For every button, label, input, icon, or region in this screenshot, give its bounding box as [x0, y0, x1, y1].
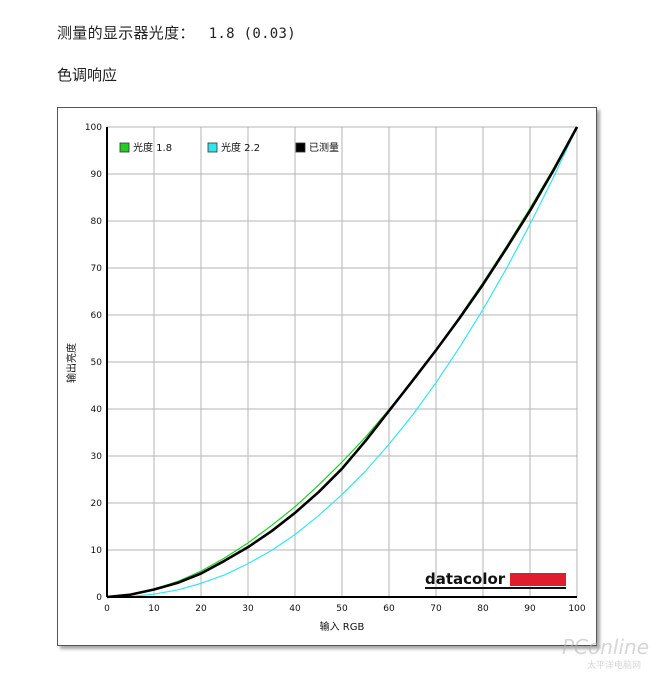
y-tick-label-1: 10: [91, 546, 103, 556]
y-tick-label-6: 60: [91, 311, 103, 321]
y-tick-label-4: 40: [91, 405, 103, 415]
measured-gamma-line: 测量的显示器光度： 1.8 (0.03): [57, 22, 296, 43]
tone-response-chart-frame: 0 10 20 30 40 50 60 70 80 90 100 0 10 20 30 40 50 60 70 80…: [57, 107, 597, 646]
legend-swatch-3: [295, 142, 306, 153]
watermark-sub: 太平洋电脑网: [586, 661, 641, 671]
datacolor-logo-bar: [510, 573, 566, 586]
y-tick-label-2: 20: [91, 499, 103, 509]
chart-series: [106, 126, 579, 599]
x-tick-label-5: 50: [336, 604, 348, 614]
x-tick-label-8: 80: [477, 604, 489, 614]
legend-label-3: 已测量: [309, 141, 339, 154]
series-line-3: [106, 126, 579, 599]
x-tick-label-1: 10: [148, 604, 160, 614]
y-tick-label-7: 70: [91, 264, 103, 274]
legend-swatch-1: [119, 142, 130, 153]
legend-label-2: 光度 2.2: [221, 141, 260, 154]
datacolor-logo-text: datacolor: [425, 570, 506, 588]
series-line-2: [106, 126, 578, 598]
x-tick-label-4: 40: [289, 604, 301, 614]
legend-label-1: 光度 1.8: [133, 141, 172, 154]
y-tick-label-10: 100: [85, 123, 102, 133]
y-axis-label: 输出亮度: [65, 343, 78, 383]
measured-gamma-value: 1.8 (0.03): [208, 26, 296, 42]
measured-gamma-label: 测量的显示器光度：: [57, 24, 195, 42]
watermark-logo: PConline: [561, 635, 649, 659]
datacolor-logo-underline: [425, 587, 566, 589]
y-tick-labels: 0 10 20 30 40 50 60 70 80 90 100: [85, 123, 102, 603]
x-tick-label-3: 30: [242, 604, 254, 614]
x-axis-label: 输入 RGB: [320, 620, 365, 633]
tone-response-chart: 0 10 20 30 40 50 60 70 80 90 100 0 10 20 30 40 50 60 70 80…: [65, 123, 586, 633]
y-tick-label-9: 90: [91, 170, 103, 180]
x-tick-labels: 0 10 20 30 40 50 60 70 80 90 100: [104, 604, 586, 614]
x-tick-label-0: 0: [104, 604, 110, 614]
chart-legend: 光度 1.8 光度 2.2 已测量: [119, 141, 339, 154]
legend-swatch-2: [207, 142, 218, 153]
y-tick-label-8: 80: [91, 217, 103, 227]
x-tick-label-10: 100: [568, 604, 585, 614]
chart-axes: [106, 127, 577, 598]
datacolor-logo: datacolor: [425, 570, 566, 589]
x-tick-label-6: 60: [383, 604, 395, 614]
x-tick-label-7: 70: [430, 604, 442, 614]
y-tick-label-0: 0: [96, 593, 102, 603]
y-tick-label-5: 50: [91, 358, 103, 368]
section-title: 色调响应: [57, 66, 118, 84]
x-tick-label-2: 20: [195, 604, 207, 614]
x-tick-label-9: 90: [524, 604, 536, 614]
y-tick-label-3: 30: [91, 452, 103, 462]
chart-grid: [106, 126, 578, 598]
